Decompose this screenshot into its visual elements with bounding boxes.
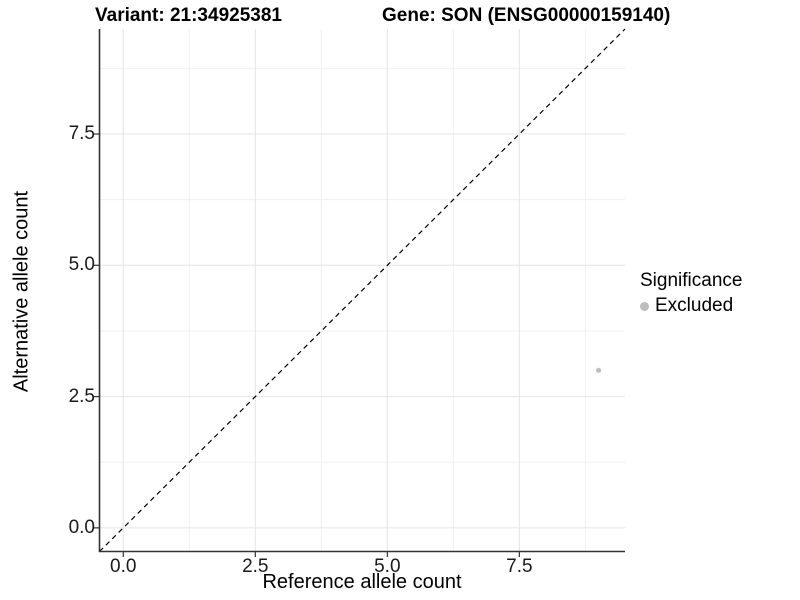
identity-reference-line [99, 28, 626, 552]
axis-lines [98, 29, 625, 553]
y-tick-label: 2.5 [68, 385, 95, 407]
y-axis-title: Alternative allele count [10, 190, 33, 393]
legend-key-dot [640, 301, 649, 311]
minor-gridlines [99, 29, 625, 552]
x-axis-title: Reference allele count [262, 571, 462, 593]
x-tick-label: 5.0 [374, 556, 401, 577]
legend-title: Significance [640, 270, 743, 291]
legend: Significance Excluded [640, 270, 742, 317]
x-tick-label: 2.5 [242, 556, 269, 577]
data-points [595, 367, 602, 373]
legend-item-label: Excluded [655, 295, 734, 316]
y-tick-label: 0.0 [68, 516, 95, 538]
x-tick-label: 0.0 [110, 556, 137, 577]
major-gridlines [99, 29, 625, 552]
x-tick-label: 7.5 [506, 556, 533, 577]
data-point [595, 367, 602, 373]
plot-title-gene: Gene: SON (ENSG00000159140) [382, 5, 671, 26]
identity-line [99, 28, 626, 552]
legend-item-excluded: Excluded [640, 295, 742, 317]
y-tick-label: 5.0 [68, 254, 95, 276]
tick-marks [94, 133, 520, 557]
plot-title-variant: Variant: 21:34925381 [95, 5, 282, 26]
y-tick-label: 7.5 [68, 123, 95, 145]
